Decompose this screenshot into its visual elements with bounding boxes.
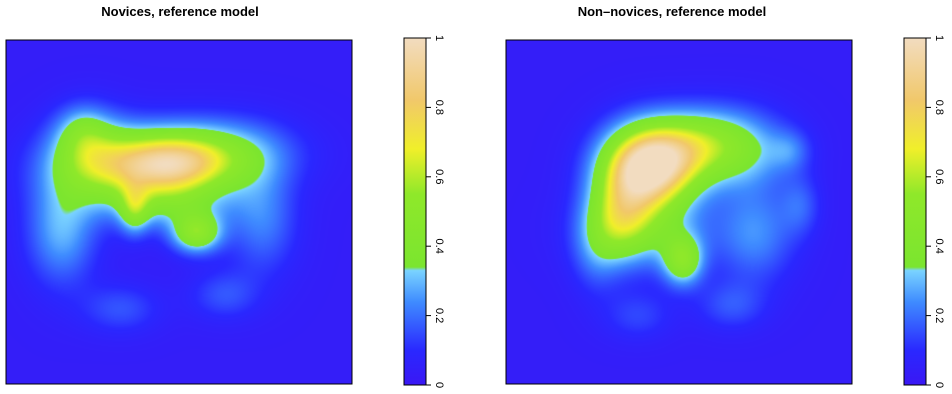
colorbar-tick-label: 0.8 [933,100,945,115]
heatmap-plot-area [6,40,352,384]
heatmap-plot-area [506,40,852,384]
plot-frame [5,39,353,385]
colorbar: 0 0.2 0.4 0.6 0.8 1 [903,35,945,388]
colorbar-tick-label: 0.8 [433,100,445,115]
colorbar-tick-label: 1 [933,35,945,41]
colorbar-gradient [403,37,427,386]
heatmap-canvas [506,40,852,384]
colorbar-tick-label: 0.4 [433,239,445,254]
plot-frame [505,39,853,385]
colorbar-tick-label: 1 [433,35,445,41]
colorbar-ticks: 0 0.2 0.4 0.6 0.8 1 [426,35,445,388]
colorbar: 0 0.2 0.4 0.6 0.8 1 [403,35,445,388]
colorbar-tick-label: 0.6 [933,169,945,184]
colorbar-tick-label: 0.6 [433,169,445,184]
colorbar-tick-label: 0.2 [933,308,945,323]
colorbar-tick-label: 0 [933,382,945,388]
colorbar-tick-label: 0.2 [433,308,445,323]
colorbar-tick-label: 0.4 [933,239,945,254]
chart-title: Novices, reference model [101,4,259,19]
chart-panel-non-novices: Non–novices, reference model 00.20.40.60… [505,4,945,388]
chart-panel-novices: Novices, reference model 0 0.2 0.4 0.6 0.8 1 [5,4,445,388]
colorbar-gradient [903,37,927,386]
chart-title: Non–novices, reference model [578,4,767,19]
colorbar-ticks: 0 0.2 0.4 0.6 0.8 1 [926,35,945,388]
heatmap-canvas [6,40,352,384]
colorbar-tick-label: 0 [433,382,445,388]
